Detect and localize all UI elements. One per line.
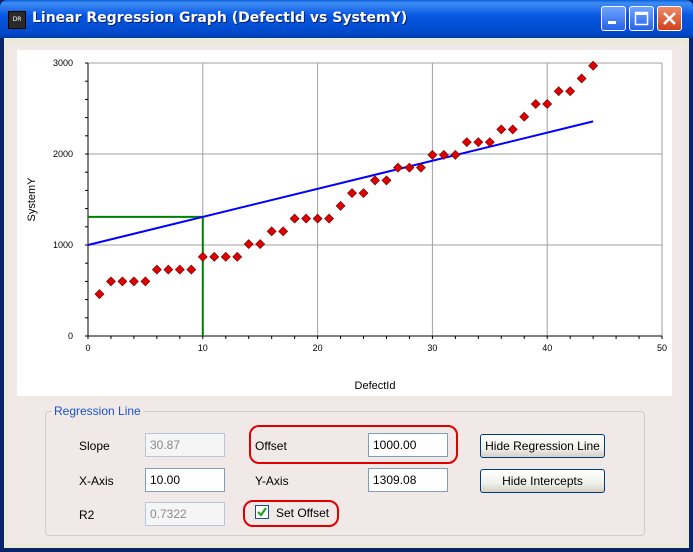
data-point	[335, 200, 346, 211]
data-point	[553, 86, 564, 97]
minimize-icon	[608, 21, 616, 24]
data-point	[117, 276, 128, 287]
offset-label: Offset	[255, 439, 287, 453]
data-point	[94, 289, 105, 300]
data-point	[530, 99, 541, 109]
data-point	[542, 99, 553, 109]
offset-highlight	[249, 425, 458, 464]
r2-label: R2	[79, 508, 95, 522]
data-point	[243, 239, 254, 250]
y-tick-label: 2000	[53, 149, 73, 159]
x-tick-label: 0	[85, 343, 90, 353]
data-point	[496, 124, 507, 135]
regression-chart[interactable]: 0 10 20 30 40 50 0 1000 2000 3000 DefectId SystemY	[17, 50, 672, 396]
chart-background	[17, 50, 672, 396]
x-axis-title: DefectId	[355, 380, 396, 392]
set-offset-checkbox[interactable]	[255, 505, 269, 519]
data-point	[232, 251, 243, 262]
data-point	[312, 213, 323, 224]
data-point	[301, 213, 312, 224]
window-title: Linear Regression Graph (DefectId vs Sys…	[32, 10, 408, 26]
offset-field[interactable]: 1000.00	[368, 433, 448, 457]
data-point	[507, 124, 518, 135]
data-point	[381, 175, 392, 186]
data-point	[370, 175, 380, 186]
y-tick-label: 1000	[53, 240, 73, 250]
data-point	[473, 137, 484, 148]
set-offset-highlight	[243, 500, 339, 527]
data-point	[588, 60, 599, 71]
y-tick-label: 0	[68, 331, 73, 341]
close-button[interactable]	[657, 6, 682, 31]
data-point	[576, 73, 587, 84]
maximize-button[interactable]	[629, 6, 654, 31]
data-point	[163, 264, 174, 275]
data-point	[255, 239, 266, 250]
maximize-icon	[634, 11, 649, 26]
data-point	[186, 264, 197, 275]
data-point	[519, 111, 530, 122]
title-bar[interactable]: DR Linear Regression Graph (DefectId vs …	[0, 0, 693, 38]
data-point	[438, 149, 449, 160]
data-point	[220, 251, 231, 262]
data-point	[278, 226, 289, 237]
data-point	[174, 264, 185, 275]
data-point	[565, 86, 576, 97]
data-point	[151, 264, 162, 275]
x-tick-label: 50	[657, 343, 667, 353]
data-point	[289, 213, 300, 224]
hide-regression-line-button[interactable]: Hide Regression Line	[480, 434, 605, 458]
slope-field: 30.87	[145, 433, 225, 457]
y-axis-label: Y-Axis	[255, 474, 289, 488]
data-point	[358, 188, 369, 199]
data-point	[324, 213, 335, 224]
data-point	[427, 149, 438, 160]
minimize-button[interactable]	[601, 6, 626, 31]
data-point	[197, 251, 208, 262]
y-tick-label: 3000	[53, 58, 73, 68]
regression-group-title: Regression Line	[52, 404, 143, 418]
data-point	[266, 226, 277, 237]
hide-intercepts-button[interactable]: Hide Intercepts	[480, 469, 605, 493]
x-tick-label: 40	[542, 343, 552, 353]
data-point	[484, 137, 495, 148]
data-point	[140, 276, 151, 287]
data-point	[415, 162, 426, 173]
app-icon[interactable]: DR	[8, 11, 26, 29]
checkmark-icon	[257, 507, 267, 517]
r2-field: 0.7322	[145, 502, 225, 526]
x-axis-label: X-Axis	[79, 474, 114, 488]
y-axis-field[interactable]: 1309.08	[368, 468, 448, 492]
x-tick-label: 20	[313, 343, 323, 353]
data-point	[209, 251, 220, 262]
data-point	[106, 276, 116, 287]
y-axis-title: SystemY	[26, 177, 38, 222]
data-point	[404, 162, 415, 173]
slope-label: Slope	[79, 439, 110, 453]
x-axis-field[interactable]: 10.00	[145, 468, 225, 492]
regression-line	[87, 120, 594, 246]
data-point	[347, 188, 357, 199]
data-point	[128, 276, 139, 287]
x-tick-label: 30	[427, 343, 437, 353]
x-tick-label: 10	[198, 343, 208, 353]
set-offset-label[interactable]: Set Offset	[276, 506, 330, 520]
data-point	[450, 149, 461, 160]
regression-groupbox	[45, 411, 645, 536]
close-icon	[663, 12, 676, 25]
data-point	[393, 162, 403, 173]
data-point	[461, 137, 472, 148]
